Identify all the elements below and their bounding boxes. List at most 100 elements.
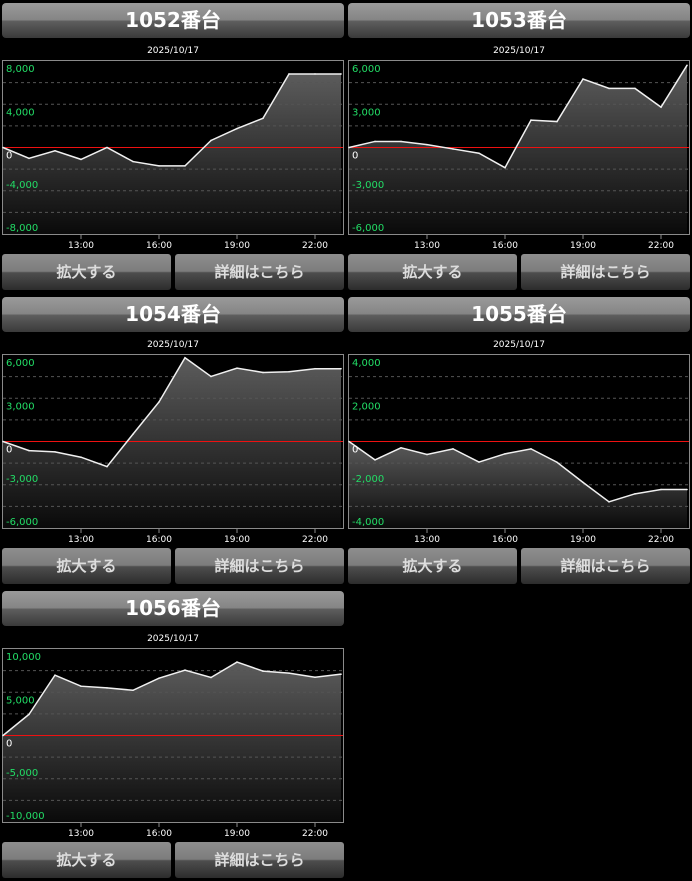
data-point — [158, 165, 160, 167]
x-tick-label: 13:00 — [414, 535, 440, 545]
y-tick-label: 0 — [6, 739, 12, 750]
series-line — [2, 356, 341, 468]
data-point — [262, 371, 264, 374]
data-point — [184, 165, 186, 167]
data-point — [426, 453, 428, 456]
data-point — [158, 401, 160, 403]
zoom-button[interactable]: 拡大する — [348, 254, 517, 290]
profit-chart: 8,000 4,000 0 -4,000 -8,000 13:00 16:00 19:00 22… — [2, 60, 344, 251]
area-fill — [349, 65, 687, 234]
data-point — [236, 127, 238, 130]
data-point — [452, 448, 454, 450]
x-tick-label: 16:00 — [492, 535, 518, 545]
data-point — [54, 674, 56, 676]
machine-title: 1055番台 — [348, 297, 690, 332]
data-point — [28, 449, 30, 452]
details-button[interactable]: 詳細はこちら — [175, 548, 344, 584]
data-point — [210, 375, 212, 378]
details-button[interactable]: 詳細はこちら — [175, 842, 344, 878]
chart-date: 2025/10/17 — [147, 340, 199, 350]
x-tick-label: 22:00 — [302, 535, 328, 545]
x-tick-label: 13:00 — [68, 535, 94, 545]
data-point — [80, 158, 82, 161]
data-point — [132, 689, 134, 692]
y-tick-label: -10,000 — [6, 811, 45, 822]
data-point — [452, 148, 454, 150]
data-point — [80, 456, 82, 459]
x-tick-label: 13:00 — [68, 829, 94, 839]
x-tick-label: 22:00 — [302, 241, 328, 251]
y-tick-label: -3,000 — [6, 474, 38, 485]
x-tick-label: 22:00 — [648, 535, 674, 545]
data-point — [340, 367, 342, 370]
data-point — [634, 493, 636, 495]
zoom-button[interactable]: 拡大する — [2, 548, 171, 584]
y-tick-label: 6,000 — [352, 64, 381, 75]
machine-title: 1052番台 — [2, 3, 344, 38]
data-point — [288, 73, 290, 75]
y-tick-label: 4,000 — [6, 107, 35, 118]
data-point — [556, 461, 558, 464]
data-point — [236, 661, 238, 663]
area-fill — [3, 662, 341, 822]
y-tick-label: 0 — [352, 445, 358, 456]
y-tick-label: -2,000 — [352, 474, 384, 485]
data-point — [288, 370, 290, 373]
data-point — [660, 106, 662, 108]
y-tick-label: -3,000 — [352, 180, 384, 191]
data-point — [530, 448, 532, 450]
y-tick-label: -6,000 — [352, 223, 384, 234]
details-button[interactable]: 詳細はこちら — [521, 254, 690, 290]
series-line — [2, 73, 341, 167]
machine-panel: 1056番台 2025/10/17 10,000 5,000 0 -5,000 -10,… — [2, 591, 344, 881]
x-tick-label: 19:00 — [224, 535, 250, 545]
y-tick-label: 2,000 — [352, 401, 381, 412]
x-tick-label: 13:00 — [414, 241, 440, 251]
data-point — [556, 120, 558, 123]
data-point — [132, 160, 134, 163]
profit-chart: 4,000 2,000 0 -2,000 -4,000 13:00 16:00 19:00 22… — [348, 354, 690, 545]
series-line — [2, 661, 342, 737]
y-tick-label: -5,000 — [6, 768, 38, 779]
zoom-button[interactable]: 拡大する — [2, 254, 171, 290]
data-point — [132, 433, 134, 435]
data-point — [530, 119, 532, 121]
machine-title: 1056番台 — [2, 591, 344, 626]
zoom-button[interactable]: 拡大する — [2, 842, 171, 878]
data-point — [210, 139, 212, 142]
y-tick-label: -6,000 — [6, 517, 38, 528]
profit-chart: 6,000 3,000 0 -3,000 -6,000 13:00 16:00 19:00 22… — [2, 354, 344, 545]
profit-chart: 6,000 3,000 0 -3,000 -6,000 13:00 16:00 19:00 22… — [348, 60, 690, 251]
machine-title: 1054番台 — [2, 297, 344, 332]
area-fill — [3, 357, 341, 528]
x-tick-label: 19:00 — [224, 829, 250, 839]
y-tick-label: 5,000 — [6, 695, 35, 706]
data-point — [340, 73, 342, 75]
zoom-button[interactable]: 拡大する — [348, 548, 517, 584]
details-button[interactable]: 詳細はこちら — [175, 254, 344, 290]
data-point — [504, 453, 506, 455]
data-point — [348, 146, 350, 149]
x-tick-label: 13:00 — [68, 241, 94, 251]
data-point — [634, 87, 636, 90]
chart-date: 2025/10/17 — [493, 46, 545, 56]
series-line — [348, 64, 688, 169]
details-button[interactable]: 詳細はこちら — [521, 548, 690, 584]
data-point — [348, 440, 350, 443]
y-tick-label: 8,000 — [6, 64, 35, 75]
data-point — [478, 152, 480, 155]
chart-date: 2025/10/17 — [147, 46, 199, 56]
data-point — [28, 713, 30, 716]
y-tick-label: 3,000 — [6, 401, 35, 412]
data-point — [582, 78, 584, 80]
data-point — [374, 459, 376, 461]
data-point — [660, 488, 662, 491]
y-tick-label: 0 — [6, 151, 12, 162]
y-tick-label: 3,000 — [352, 107, 381, 118]
data-point — [314, 73, 316, 75]
data-point — [106, 465, 108, 468]
x-tick-label: 19:00 — [570, 241, 596, 251]
data-point — [2, 440, 4, 443]
x-tick-label: 22:00 — [302, 829, 328, 839]
data-point — [314, 367, 316, 370]
